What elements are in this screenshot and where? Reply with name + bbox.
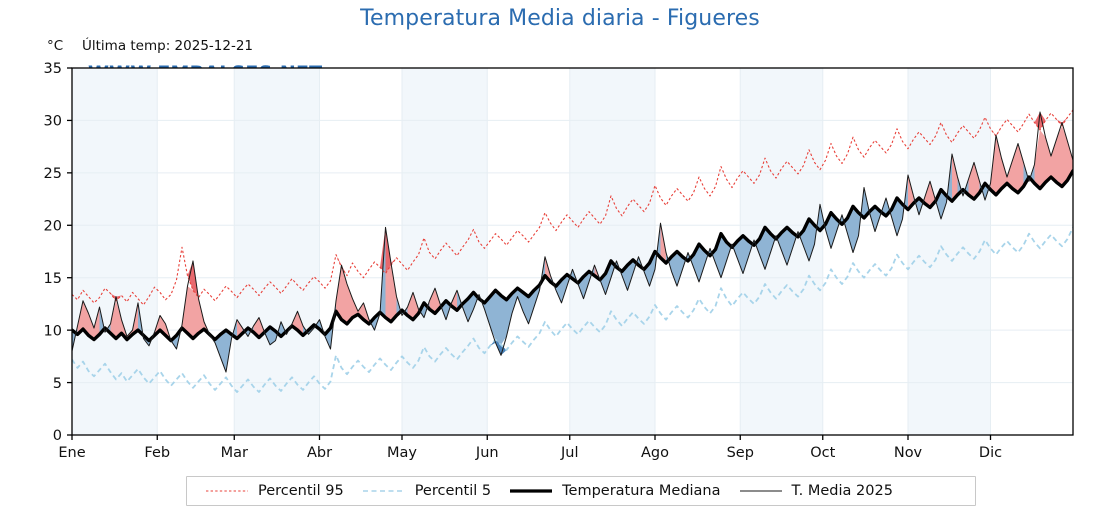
legend-item-0[interactable]: Percentil 95 (187, 483, 344, 499)
page-title: Temperatura Media diaria - Figueres (360, 6, 760, 31)
svg-text:Sep: Sep (727, 445, 754, 461)
svg-text:10: 10 (44, 323, 62, 339)
svg-text:Oct: Oct (810, 445, 835, 461)
chart-legend: Percentil 95 Percentil 5 Temperatura Media… (186, 476, 976, 506)
svg-text:25: 25 (44, 166, 62, 182)
legend-item-2[interactable]: Temperatura Mediana (491, 483, 721, 499)
svg-text:0: 0 (53, 428, 62, 444)
svg-text:May: May (387, 445, 417, 461)
svg-text:Jul: Jul (560, 445, 579, 461)
svg-text:Mar: Mar (221, 445, 248, 461)
legend-label-2: Temperatura Mediana (562, 483, 721, 499)
svg-text:5: 5 (53, 376, 62, 392)
svg-text:Feb: Feb (144, 445, 170, 461)
svg-text:35: 35 (44, 61, 62, 77)
svg-text:Ago: Ago (641, 445, 669, 461)
legend-label-1: Percentil 5 (414, 483, 492, 499)
svg-text:20: 20 (44, 218, 62, 234)
legend-swatch-3 (739, 490, 782, 492)
legend-item-3[interactable]: T. Media 2025 (721, 483, 893, 499)
svg-text:Abr: Abr (307, 445, 332, 461)
svg-text:30: 30 (44, 114, 62, 130)
svg-text:Ene: Ene (58, 445, 85, 461)
legend-swatch-1 (362, 490, 405, 492)
y-axis-unit-label: °C (47, 38, 64, 54)
legend-item-1[interactable]: Percentil 5 (344, 483, 491, 499)
legend-swatch-0 (206, 490, 248, 492)
legend-swatch-2 (510, 489, 553, 493)
legend-label-0: Percentil 95 (258, 483, 344, 499)
svg-text:15: 15 (44, 271, 62, 287)
svg-text:Nov: Nov (894, 445, 923, 461)
last-temp-annotation: Última temp: 2025-12-21 (82, 38, 254, 54)
svg-text:Jun: Jun (475, 445, 499, 461)
svg-text:Dic: Dic (979, 445, 1002, 461)
legend-label-3: T. Media 2025 (791, 483, 893, 499)
